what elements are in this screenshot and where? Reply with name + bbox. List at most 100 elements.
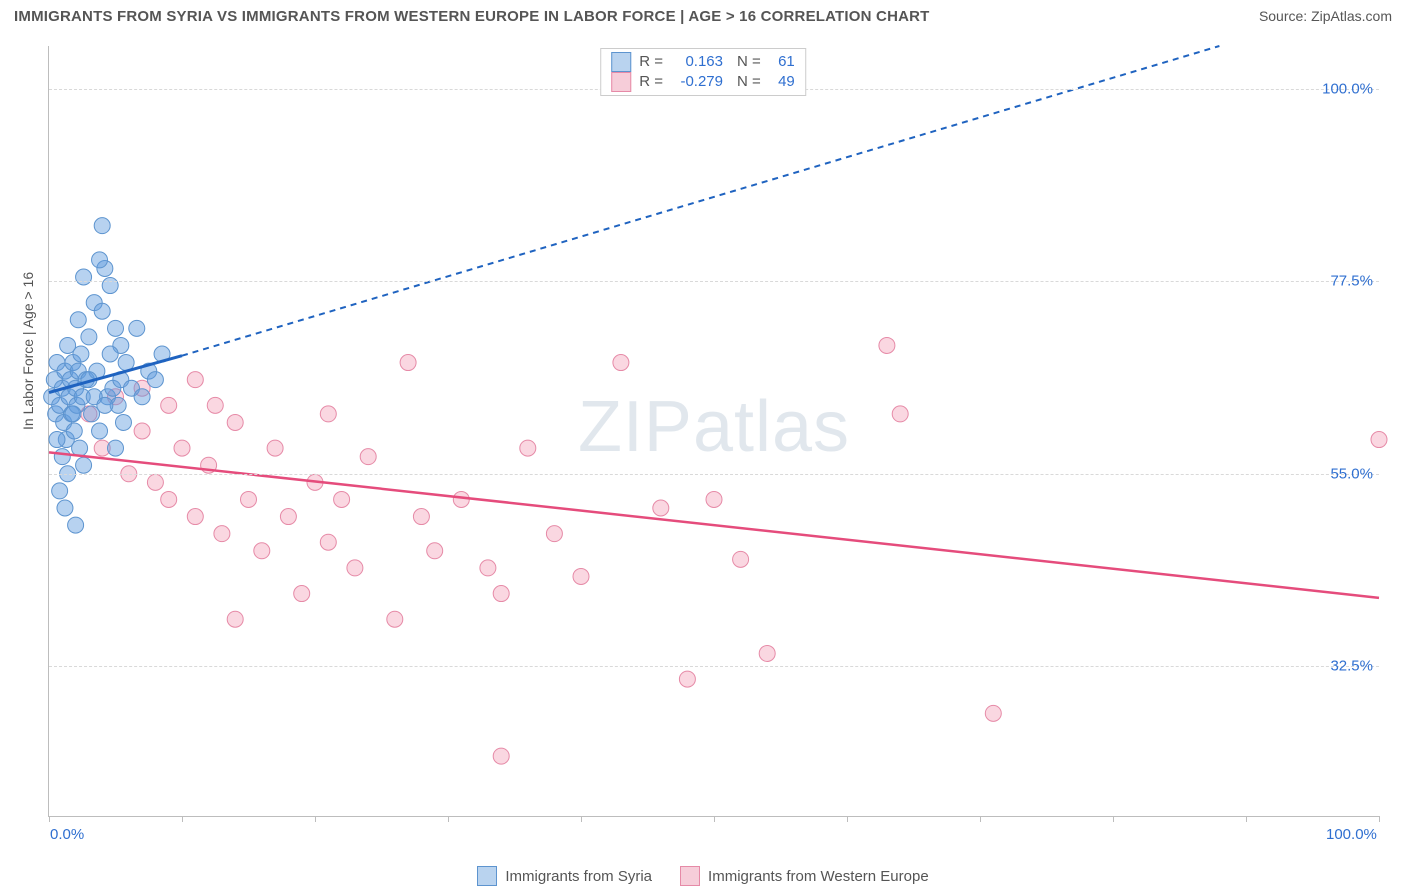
data-point xyxy=(493,586,509,602)
data-point xyxy=(613,355,629,371)
swatch-weurope-icon xyxy=(680,866,700,886)
data-point xyxy=(573,568,589,584)
stat-r-weurope: -0.279 xyxy=(669,72,723,92)
data-point xyxy=(115,414,131,430)
data-point xyxy=(161,491,177,507)
data-point xyxy=(76,457,92,473)
stats-row-syria: R = 0.163 N = 61 xyxy=(611,52,795,72)
gridline xyxy=(49,281,1379,282)
swatch-syria-icon xyxy=(477,866,497,886)
data-point xyxy=(280,509,296,525)
stat-n-syria: 61 xyxy=(767,52,795,72)
ytick-label: 55.0% xyxy=(1330,465,1373,482)
data-point xyxy=(480,560,496,576)
data-point xyxy=(347,560,363,576)
xtick xyxy=(315,816,316,822)
data-point xyxy=(92,252,108,268)
stat-r-syria: 0.163 xyxy=(669,52,723,72)
data-point xyxy=(97,397,113,413)
data-point xyxy=(387,611,403,627)
data-point xyxy=(214,526,230,542)
stat-label: R = xyxy=(639,72,663,92)
data-point xyxy=(453,491,469,507)
data-point xyxy=(174,440,190,456)
stats-legend: R = 0.163 N = 61 R = -0.279 N = 49 xyxy=(600,48,806,96)
data-point xyxy=(65,406,81,422)
stat-label: R = xyxy=(639,52,663,72)
swatch-syria xyxy=(611,52,631,72)
bottom-legend: Immigrants from Syria Immigrants from We… xyxy=(0,866,1406,886)
legend-label-syria: Immigrants from Syria xyxy=(505,868,652,885)
data-point xyxy=(147,474,163,490)
stat-label: N = xyxy=(737,52,761,72)
data-point xyxy=(653,500,669,516)
xtick xyxy=(49,816,50,822)
data-point xyxy=(879,337,895,353)
data-point xyxy=(334,491,350,507)
data-point xyxy=(134,389,150,405)
ytick-label: 77.5% xyxy=(1330,273,1373,290)
data-point xyxy=(129,320,145,336)
legend-label-weurope: Immigrants from Western Europe xyxy=(708,868,929,885)
data-point xyxy=(92,423,108,439)
gridline xyxy=(49,666,1379,667)
xtick xyxy=(1379,816,1380,822)
data-point xyxy=(493,748,509,764)
data-point xyxy=(76,269,92,285)
legend-item-syria: Immigrants from Syria xyxy=(477,866,652,886)
data-point xyxy=(49,432,65,448)
stat-n-weurope: 49 xyxy=(767,72,795,92)
data-point xyxy=(187,372,203,388)
xtick xyxy=(182,816,183,822)
xtick-label-max: 100.0% xyxy=(1326,826,1377,843)
data-point xyxy=(679,671,695,687)
data-point xyxy=(546,526,562,542)
data-point xyxy=(241,491,257,507)
data-point xyxy=(1371,432,1387,448)
data-point xyxy=(161,397,177,413)
xtick xyxy=(581,816,582,822)
data-point xyxy=(68,517,84,533)
xtick-label-min: 0.0% xyxy=(50,826,84,843)
xtick xyxy=(1113,816,1114,822)
chart-svg xyxy=(49,46,1379,816)
xtick xyxy=(448,816,449,822)
data-point xyxy=(400,355,416,371)
data-point xyxy=(81,329,97,345)
data-point xyxy=(187,509,203,525)
data-point xyxy=(520,440,536,456)
data-point xyxy=(66,423,82,439)
data-point xyxy=(134,423,150,439)
xtick xyxy=(847,816,848,822)
data-point xyxy=(985,705,1001,721)
data-point xyxy=(254,543,270,559)
data-point xyxy=(102,346,118,362)
plot-area: ZIPatlas 32.5%55.0%77.5%100.0% xyxy=(48,46,1379,817)
data-point xyxy=(94,218,110,234)
source-label: Source: ZipAtlas.com xyxy=(1259,8,1392,24)
data-point xyxy=(706,491,722,507)
data-point xyxy=(108,440,124,456)
data-point xyxy=(759,645,775,661)
data-point xyxy=(147,372,163,388)
data-point xyxy=(94,303,110,319)
data-point xyxy=(52,483,68,499)
data-point xyxy=(427,543,443,559)
data-point xyxy=(72,440,88,456)
data-point xyxy=(207,397,223,413)
xtick xyxy=(714,816,715,822)
ytick-label: 100.0% xyxy=(1322,80,1373,97)
legend-item-weurope: Immigrants from Western Europe xyxy=(680,866,929,886)
data-point xyxy=(73,346,89,362)
data-point xyxy=(54,449,70,465)
data-point xyxy=(413,509,429,525)
xtick xyxy=(1246,816,1247,822)
chart-title: IMMIGRANTS FROM SYRIA VS IMMIGRANTS FROM… xyxy=(14,8,930,25)
ytick-label: 32.5% xyxy=(1330,658,1373,675)
data-point xyxy=(227,611,243,627)
data-point xyxy=(320,534,336,550)
xtick xyxy=(980,816,981,822)
data-point xyxy=(320,406,336,422)
data-point xyxy=(267,440,283,456)
gridline xyxy=(49,474,1379,475)
